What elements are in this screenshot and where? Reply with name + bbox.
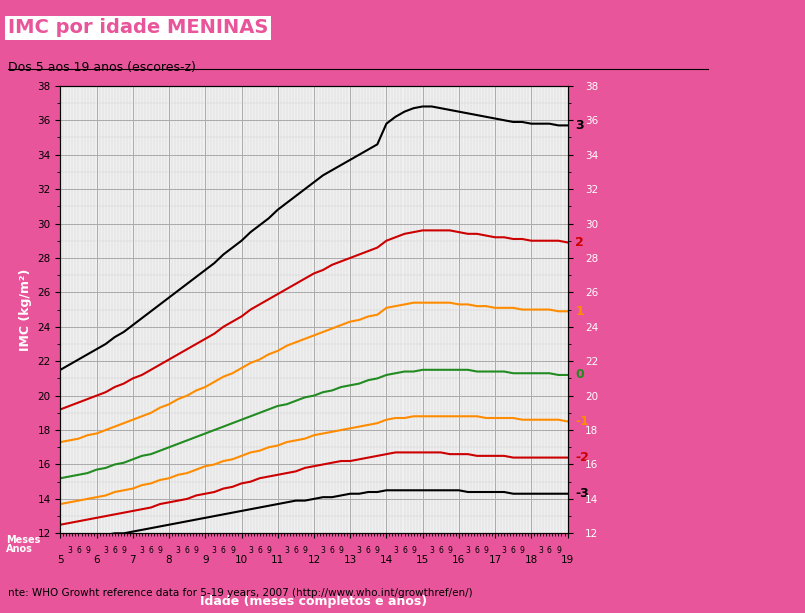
Text: -3: -3 bbox=[575, 487, 588, 500]
Text: 3: 3 bbox=[429, 546, 434, 555]
Text: 6: 6 bbox=[184, 546, 190, 555]
Text: 3: 3 bbox=[175, 546, 180, 555]
Text: 3: 3 bbox=[502, 546, 506, 555]
Text: 6: 6 bbox=[221, 546, 226, 555]
Text: 6: 6 bbox=[474, 546, 480, 555]
Text: 6: 6 bbox=[547, 546, 552, 555]
Text: 9: 9 bbox=[448, 546, 452, 555]
Text: IMC por idade MENINAS: IMC por idade MENINAS bbox=[8, 18, 268, 37]
Text: 9: 9 bbox=[484, 546, 489, 555]
Text: 1: 1 bbox=[575, 305, 584, 318]
Text: 2: 2 bbox=[575, 236, 584, 249]
Text: Meses: Meses bbox=[6, 535, 41, 544]
Text: 6: 6 bbox=[402, 546, 407, 555]
Text: 6: 6 bbox=[293, 546, 299, 555]
X-axis label: Idade (meses completos e anos): Idade (meses completos e anos) bbox=[200, 595, 427, 608]
Text: 3: 3 bbox=[284, 546, 289, 555]
Text: -2: -2 bbox=[575, 451, 589, 464]
Text: 9: 9 bbox=[520, 546, 525, 555]
Text: 9: 9 bbox=[122, 546, 126, 555]
Text: 6: 6 bbox=[510, 546, 516, 555]
Text: Anos: Anos bbox=[6, 544, 33, 554]
Text: 9: 9 bbox=[375, 546, 380, 555]
Text: 9: 9 bbox=[85, 546, 90, 555]
Text: 3: 3 bbox=[320, 546, 325, 555]
Text: 3: 3 bbox=[393, 546, 398, 555]
Text: 9: 9 bbox=[266, 546, 271, 555]
Text: 9: 9 bbox=[158, 546, 163, 555]
Text: 3: 3 bbox=[538, 546, 543, 555]
Text: -1: -1 bbox=[575, 415, 589, 428]
Text: 9: 9 bbox=[230, 546, 235, 555]
Text: 0: 0 bbox=[575, 368, 584, 381]
Text: 9: 9 bbox=[303, 546, 308, 555]
Text: 3: 3 bbox=[139, 546, 144, 555]
Text: 6: 6 bbox=[148, 546, 154, 555]
Text: 3: 3 bbox=[212, 546, 217, 555]
Text: 3: 3 bbox=[103, 546, 108, 555]
Text: 9: 9 bbox=[194, 546, 199, 555]
Text: nte: WHO Growht reference data for 5-19 years, 2007 (http://www.who.int/growthre: nte: WHO Growht reference data for 5-19 … bbox=[8, 588, 473, 598]
Text: 3: 3 bbox=[248, 546, 253, 555]
Y-axis label: IMC (kg/m²): IMC (kg/m²) bbox=[19, 268, 32, 351]
Text: 9: 9 bbox=[411, 546, 416, 555]
Text: 9: 9 bbox=[556, 546, 561, 555]
Text: 3: 3 bbox=[67, 546, 72, 555]
Text: 6: 6 bbox=[329, 546, 335, 555]
Text: 3: 3 bbox=[465, 546, 470, 555]
Text: 6: 6 bbox=[76, 546, 81, 555]
Text: 6: 6 bbox=[365, 546, 371, 555]
Text: 6: 6 bbox=[257, 546, 262, 555]
Text: 6: 6 bbox=[112, 546, 118, 555]
Text: 6: 6 bbox=[438, 546, 444, 555]
Text: 9: 9 bbox=[339, 546, 344, 555]
Text: 3: 3 bbox=[357, 546, 361, 555]
Text: Dos 5 aos 19 anos (escores-z): Dos 5 aos 19 anos (escores-z) bbox=[8, 61, 196, 74]
Text: 3: 3 bbox=[575, 119, 584, 132]
